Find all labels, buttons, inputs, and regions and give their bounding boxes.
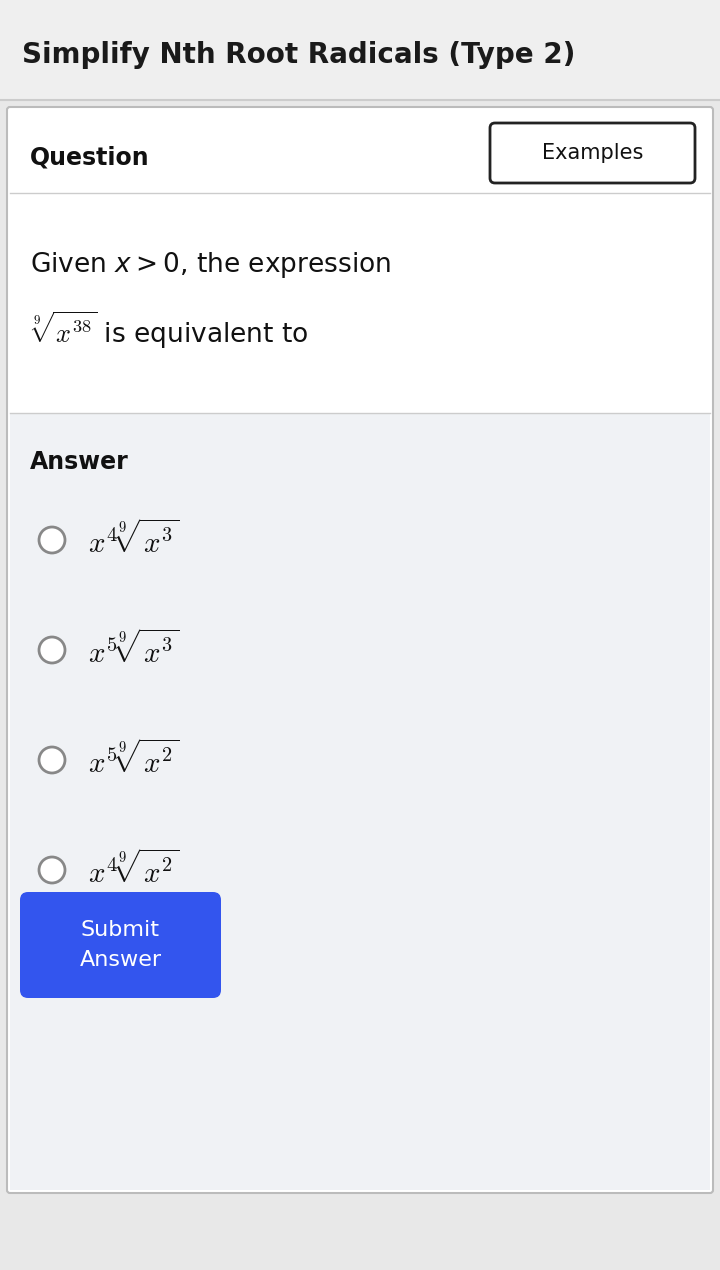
FancyBboxPatch shape	[0, 1190, 720, 1270]
Text: $x^5\sqrt[9]{x^3}$: $x^5\sqrt[9]{x^3}$	[88, 630, 179, 669]
Text: Answer: Answer	[30, 450, 129, 474]
FancyBboxPatch shape	[20, 892, 221, 998]
Text: $x^4\sqrt[9]{x^2}$: $x^4\sqrt[9]{x^2}$	[88, 851, 179, 889]
FancyBboxPatch shape	[490, 123, 695, 183]
Text: Question: Question	[30, 145, 150, 169]
Text: $x^4\sqrt[9]{x^3}$: $x^4\sqrt[9]{x^3}$	[88, 521, 179, 560]
Text: Submit
Answer: Submit Answer	[79, 921, 161, 970]
Text: Simplify Nth Root Radicals (Type 2): Simplify Nth Root Radicals (Type 2)	[22, 41, 575, 69]
FancyBboxPatch shape	[10, 413, 710, 1190]
Text: $x^5\sqrt[9]{x^2}$: $x^5\sqrt[9]{x^2}$	[88, 740, 179, 780]
Text: Examples: Examples	[542, 144, 643, 163]
Circle shape	[39, 527, 65, 552]
Circle shape	[39, 857, 65, 883]
Circle shape	[39, 638, 65, 663]
Circle shape	[39, 747, 65, 773]
Text: $\sqrt[9]{x^{38}}$ is equivalent to: $\sqrt[9]{x^{38}}$ is equivalent to	[30, 309, 308, 351]
FancyBboxPatch shape	[7, 107, 713, 1193]
Text: Given $x > 0$, the expression: Given $x > 0$, the expression	[30, 250, 391, 279]
FancyBboxPatch shape	[0, 0, 720, 100]
